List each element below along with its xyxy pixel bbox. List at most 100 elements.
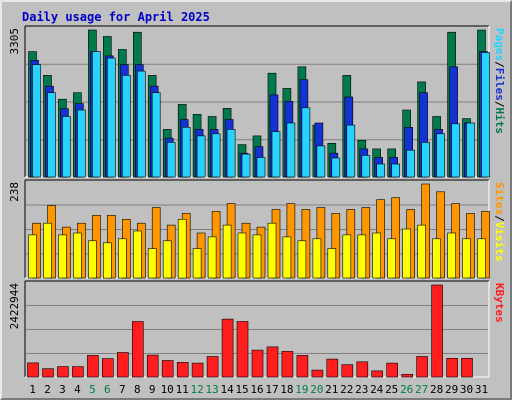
bar-sites-day-27 [417,224,426,279]
series-label-part: Hits [493,108,506,135]
bar-kbytes-day-24 [371,370,384,378]
series-label-part: Pages [493,28,506,61]
x-tick-label-day-2: 2 [44,383,51,396]
series-label-part: Visits [493,222,506,262]
bar-kbytes-day-15 [236,321,249,378]
y-axis-max-label: 238 [8,182,21,202]
bar-sites-day-28 [432,238,441,279]
bar-pages-day-29 [451,123,460,178]
x-tick-label-day-18: 18 [280,383,293,396]
bar-kbytes-day-2 [42,368,54,378]
bar-sites-day-14 [222,224,232,279]
bar-kbytes-day-27 [416,356,428,378]
bar-sites-day-6 [103,242,112,279]
bar-pages-day-8 [137,70,146,178]
bar-kbytes-day-20 [311,369,324,378]
panel-visits-sites: 238 Sites/Visits [8,179,506,279]
x-tick-label-day-5: 5 [89,383,96,396]
bar-kbytes-day-1 [27,362,39,378]
bar-pages-day-31 [481,52,490,178]
bar-sites-day-4 [73,232,82,279]
bar-pages-day-20 [316,145,326,178]
x-tick-label-day-10: 10 [161,383,174,396]
bar-sites-day-2 [43,222,52,279]
y-axis-max-label: 3305 [8,28,21,55]
x-tick-label-day-15: 15 [235,383,248,396]
bar-sites-day-24 [372,232,382,279]
bar-kbytes-day-8 [132,321,144,378]
bar-pages-day-30 [466,122,475,178]
x-tick-label-day-12: 12 [190,383,203,396]
series-label-part: KBytes [493,283,506,323]
bar-sites-day-1 [28,234,37,279]
panel-hits-files-pages: 3305 Pages/Files/Hits [8,25,506,178]
series-label-part: Files [493,68,506,101]
x-tick-label-day-27: 27 [415,383,428,396]
bar-sites-day-13 [207,236,217,279]
bar-kbytes-day-23 [356,361,369,378]
x-tick-label-day-29: 29 [445,383,458,396]
bar-pages-day-23 [361,155,371,178]
bar-sites-day-31 [477,238,486,279]
panel-series-label: Pages/Files/Hits [493,28,506,134]
bar-pages-day-11 [181,127,191,178]
bar-pages-day-27 [421,142,430,178]
x-tick-label-day-22: 22 [340,383,353,396]
bar-pages-day-5 [92,51,101,178]
series-label-part: / [493,61,506,68]
x-tick-label-day-23: 23 [355,383,368,396]
bar-kbytes-day-4 [72,366,84,378]
panel-kbytes: 2422944 KBytes [8,280,506,378]
bar-sites-day-19 [297,240,307,279]
x-tick-label-day-14: 14 [220,383,234,396]
bar-sites-day-30 [462,238,471,279]
bar-sites-day-7 [118,238,127,279]
panel-series-label: Sites/Visits [493,182,506,262]
bar-kbytes-day-19 [296,355,309,378]
bar-sites-day-5 [88,240,97,279]
bar-kbytes-day-22 [341,364,354,378]
bar-sites-day-10 [162,240,172,279]
bar-kbytes-day-29 [446,357,458,378]
x-tick-label-day-11: 11 [176,383,189,396]
bar-kbytes-day-3 [57,366,69,378]
bar-kbytes-day-25 [386,362,399,378]
bar-pages-day-19 [301,107,311,178]
x-tick-label-day-7: 7 [119,383,126,396]
bar-sites-day-23 [357,234,367,279]
bar-pages-day-21 [331,157,341,178]
bar-sites-day-3 [58,234,67,279]
bar-sites-day-26 [402,228,412,279]
x-tick-label-day-25: 25 [385,383,398,396]
bar-pages-day-26 [406,149,416,178]
y-axis-max-label: 2422944 [8,283,21,330]
chart-title: Daily usage for April 2025 [22,10,210,24]
bar-kbytes-day-7 [117,352,129,378]
bar-sites-day-25 [387,238,397,279]
bar-sites-day-12 [192,248,202,279]
bar-pages-day-22 [346,124,356,178]
bar-pages-day-25 [391,163,401,178]
bar-kbytes-day-6 [102,358,114,378]
x-tick-label-day-6: 6 [104,383,111,396]
x-tick-label-day-24: 24 [370,383,384,396]
bar-sites-day-16 [252,234,262,279]
series-label-part: Sites [493,182,506,215]
bar-kbytes-day-9 [146,354,159,378]
bar-sites-day-11 [177,219,187,279]
bar-kbytes-day-11 [176,361,189,378]
bar-pages-day-17 [271,131,281,178]
x-tick-label-day-3: 3 [59,383,66,396]
series-label-part: / [493,215,506,222]
x-tick-label-day-20: 20 [310,383,323,396]
bar-pages-day-4 [77,109,86,178]
bar-kbytes-day-5 [87,355,99,378]
bar-pages-day-12 [196,135,206,178]
x-tick-label-day-21: 21 [325,383,338,396]
x-tick-label-day-9: 9 [149,383,156,396]
bar-kbytes-day-21 [326,358,339,378]
bar-pages-day-7 [122,75,131,178]
bar-sites-day-9 [147,248,157,279]
bar-pages-day-16 [256,157,266,178]
